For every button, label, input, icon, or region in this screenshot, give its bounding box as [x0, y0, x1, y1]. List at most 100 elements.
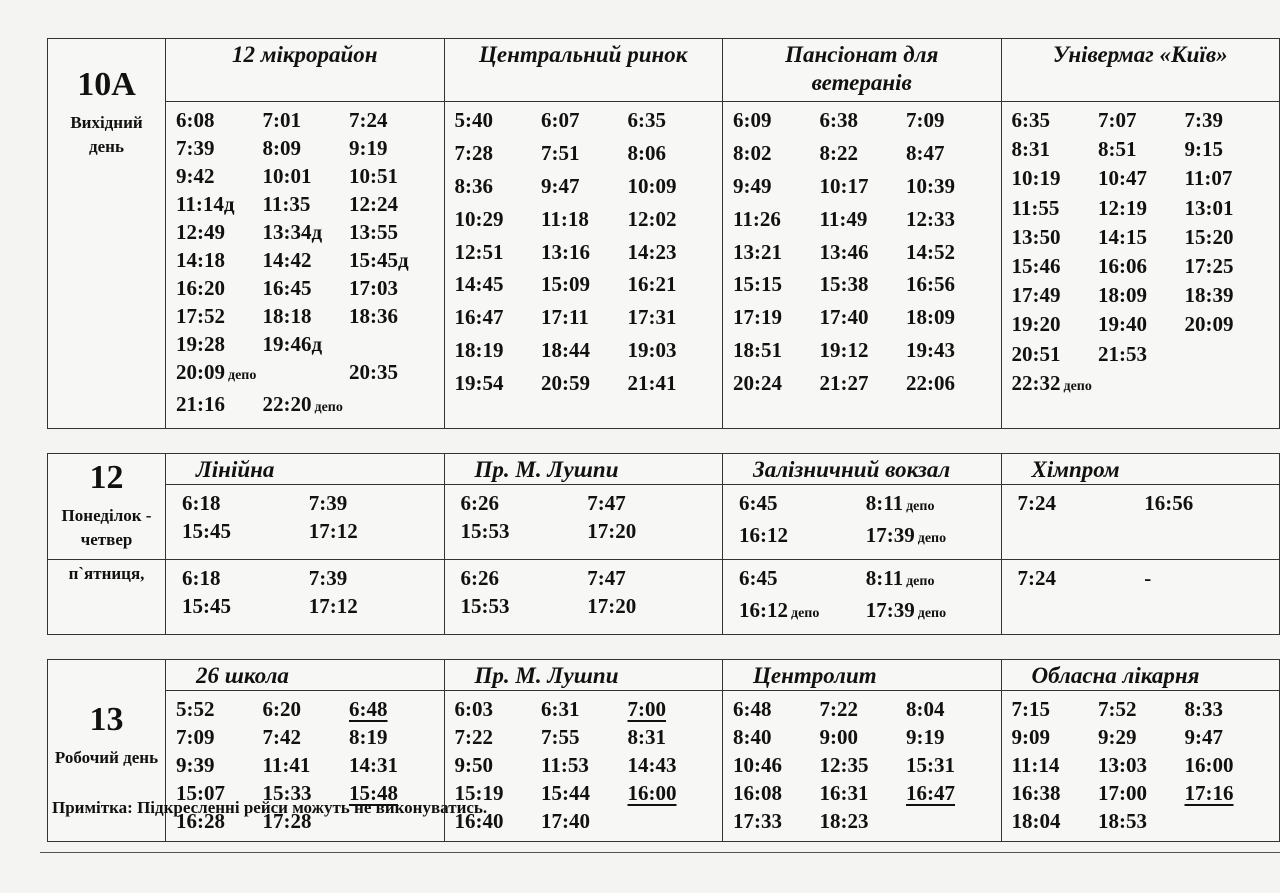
day-label: Робочий день: [54, 748, 159, 767]
day-label: Вихідний день: [70, 113, 143, 156]
departure-time: 12:35: [819, 753, 869, 777]
departure-time: 7:24: [1017, 491, 1057, 515]
departure-time: 7:24: [349, 108, 388, 132]
departure-time: 9:39: [176, 753, 215, 777]
departure-time: 17:49: [1011, 283, 1061, 308]
times-grid: 6:35 7:07 7:39 8:31 8:51 9:15 10:19 10:47 11:07 1…: [1002, 102, 1280, 408]
departure-time: 11:53: [541, 753, 589, 777]
time: 16:12: [739, 598, 788, 622]
time: 17:16: [1184, 781, 1234, 805]
departure-time: 9:42: [176, 164, 215, 188]
departure-time: 10:47: [1098, 166, 1147, 191]
times-grid: 5:40 6:07 6:35 7:28 7:51 8:06 8:36 9:47 10:09 10:…: [445, 102, 723, 408]
departure-time: 17:20: [587, 594, 637, 618]
times-grid: 7:15 7:52 8:33 9:09 9:29 9:47 11:14 13:03 16:00 1…: [1002, 691, 1280, 841]
departure-time: 20:59: [541, 371, 590, 396]
departure-time: 11:41: [262, 753, 311, 777]
departure-time: 16:00: [628, 779, 715, 807]
time: 17:39: [865, 523, 915, 547]
departure-time: 8:47: [906, 140, 945, 165]
departure-time: 6:38: [819, 108, 859, 132]
departure-time: 11:14: [1011, 753, 1060, 777]
departure-time: 11:18: [541, 206, 589, 231]
stop-name: Пр. М. Лушпи: [443, 453, 723, 485]
departure-time: 8:04: [906, 697, 945, 721]
departure-time: 6:20: [262, 697, 302, 721]
stop-name: Обласна лікарня: [1000, 659, 1280, 691]
departure-time: 8:11 депо: [866, 489, 993, 521]
times-row: 6:18 7:39 15:45 17:12 6:26 7:47 15:53 17:20 6:45…: [48, 484, 1280, 560]
departure-time: 18:18: [262, 304, 312, 328]
departure-time: 8:40: [733, 725, 772, 749]
departure-time: 6:26: [460, 491, 500, 515]
times-cell: 6:18 7:39 15:45 17:12: [165, 484, 445, 560]
departure-time: 15:07: [176, 781, 225, 805]
schedule: 10А Вихідний день 12 мікрорайон Центральний…: [47, 38, 1280, 842]
departure-time: 6:07: [541, 108, 580, 132]
times-grid: 5:52 6:20 6:48 7:09 7:42 8:19 9:39 11:41 14:31 15…: [166, 691, 444, 841]
departure-time: 9:00: [819, 725, 859, 749]
departure-time: 16:45: [262, 276, 312, 300]
times-grid: 7:24 16:56: [1002, 485, 1280, 523]
departure-time: 8:33: [1184, 697, 1224, 721]
times-grid: 6:18 7:39 15:45 17:12: [166, 485, 444, 551]
time-note: депо: [228, 368, 257, 383]
times-cell: 7:24 -: [1000, 559, 1280, 635]
departure-time: 16:56: [906, 272, 955, 297]
departure-time: 18:44: [541, 338, 590, 363]
departure-time: 7:07: [1098, 108, 1137, 132]
departure-time: 16:28: [176, 809, 225, 833]
stop-name: Пансіонат для ветеранів: [722, 38, 1002, 102]
departure-time: 7:22: [819, 697, 859, 721]
departure-time: 12:49: [176, 220, 225, 244]
departure-time: 5:52: [176, 697, 215, 721]
departure-time: 7:55: [541, 725, 580, 749]
departure-time: 20:51: [1011, 341, 1061, 366]
stop-name: 26 школа: [165, 659, 445, 691]
departure-time: 7:22: [454, 725, 494, 749]
departure-time: 9:50: [454, 753, 494, 777]
departure-time: 21:41: [627, 371, 677, 396]
departure-time: 16:12 депо: [739, 596, 866, 628]
departure-time: 20:09 депо: [176, 358, 349, 390]
departure-time: 16:47: [454, 305, 504, 330]
departure-time: 6:26: [460, 566, 500, 590]
departure-time: 19:20: [1011, 312, 1061, 337]
departure-time: 8:36: [454, 173, 494, 198]
times-cell: 6:45 8:11 депо 16:12 17:39 депо: [722, 484, 1002, 560]
stop-name: Лінійна: [165, 453, 445, 485]
time-note: депо: [917, 606, 947, 621]
departure-time: 14:31: [349, 753, 398, 777]
departure-time: 16:08: [733, 781, 782, 805]
time-note: депо: [906, 574, 935, 589]
departure-time: 17:12: [308, 594, 358, 618]
time-note: депо: [906, 499, 935, 514]
time-note: депо: [314, 400, 343, 415]
departure-time: 15:38: [819, 272, 869, 297]
departure-time: 15:31: [906, 753, 955, 777]
departure-time: 12:24: [349, 192, 398, 216]
departure-time: 13:34д: [262, 220, 323, 244]
times-grid: 6:09 6:38 7:09 8:02 8:22 8:47 9:49 10:17 10:39 11…: [723, 102, 1001, 408]
departure-time: 9:19: [906, 725, 945, 749]
departure-time: 14:45: [454, 272, 504, 297]
departure-time: 7:09: [176, 725, 215, 749]
route-number: 12: [89, 459, 124, 496]
departure-time: 9:19: [349, 136, 388, 160]
departure-time: 16:40: [454, 809, 504, 833]
departure-time: 21:53: [1098, 341, 1147, 366]
time: 22:20: [262, 392, 312, 416]
departure-time: 6:18: [182, 491, 221, 515]
departure-time: 9:15: [1184, 137, 1224, 162]
departure-time: 14:42: [262, 248, 312, 272]
departure-time: 7:00: [628, 695, 715, 723]
departure-time: 17:28: [262, 809, 312, 833]
departure-time: 18:09: [906, 305, 955, 330]
departure-time: 6:48: [349, 695, 436, 723]
departure-time: 18:51: [733, 338, 782, 363]
departure-time: 16:56: [1144, 491, 1194, 515]
header-row: 10А Вихідний день 12 мікрорайон Центральний…: [47, 38, 1280, 429]
times-cell: 5:52 6:20 6:48 7:09 7:42 8:19 9:39 11:41 14:31 15…: [165, 690, 445, 842]
departure-time: 7:28: [454, 140, 494, 165]
departure-time: 6:18: [182, 566, 221, 590]
